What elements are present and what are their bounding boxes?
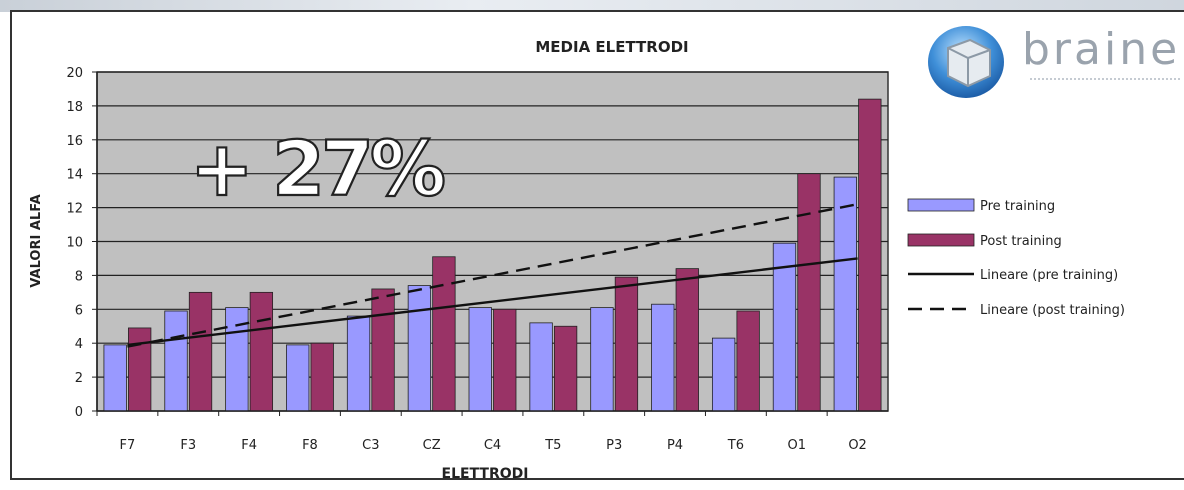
bar-pre-t6 <box>711 337 736 412</box>
x-tick-label: T6 <box>727 438 744 453</box>
bar-post-t5 <box>553 325 578 412</box>
legend-label-1: Post training <box>980 234 1062 249</box>
bar-pre-p3 <box>590 307 614 412</box>
x-tick-label: CZ <box>423 438 441 453</box>
bar-post-c3 <box>371 288 395 412</box>
legend-label-0: Pre training <box>980 199 1055 214</box>
bar-pre-o2 <box>833 176 857 412</box>
x-tick-label: T5 <box>544 438 561 453</box>
y-tick-label: 4 <box>75 337 83 352</box>
x-tick-label: C4 <box>484 438 501 453</box>
legend-swatch-1 <box>907 233 975 247</box>
x-tick-label: C3 <box>362 438 379 453</box>
x-axis-label: ELETTRODI <box>442 466 529 482</box>
y-tick-label: 10 <box>66 236 83 251</box>
y-tick-label: 12 <box>66 202 83 217</box>
trendlines <box>127 203 858 348</box>
x-tick-label: O2 <box>848 438 867 453</box>
trendline-post <box>127 203 858 348</box>
y-axis-ticks: 0 2 4 6 8 10 12 14 16 18 20 <box>66 66 888 420</box>
y-axis-label: VALORI ALFA <box>29 194 44 287</box>
bar-post-o1 <box>797 173 821 412</box>
y-tick-label: 14 <box>66 168 83 183</box>
x-tick-label: O1 <box>787 438 806 453</box>
legend-swatch-0 <box>907 198 975 212</box>
y-tick-label: 16 <box>66 134 83 149</box>
x-tick-label: F3 <box>180 438 196 453</box>
top-bar <box>0 0 1184 12</box>
legend-label-3: Lineare (post training) <box>980 303 1125 318</box>
bar-post-f8 <box>310 342 334 412</box>
brand-logo <box>918 18 1184 108</box>
bar-post-cz <box>432 256 456 412</box>
y-tick-label: 0 <box>75 405 83 420</box>
percent-annotation: + 27% <box>190 124 444 213</box>
y-tick-label: 8 <box>75 269 83 284</box>
x-tick-label: F4 <box>241 438 257 453</box>
bar-post-f7 <box>128 327 152 412</box>
bar-post-o2 <box>858 98 882 412</box>
x-tick-label: F7 <box>120 438 136 453</box>
bar-pre-p4 <box>651 303 675 412</box>
bar-pre-c4 <box>468 307 492 412</box>
y-tick-label: 2 <box>75 371 83 386</box>
bar-post-p3 <box>614 276 639 412</box>
bar-pre-t5 <box>529 322 553 412</box>
bar-pre-f8 <box>286 344 310 412</box>
x-tick-label: F8 <box>302 438 318 453</box>
trendline-pre <box>127 257 858 347</box>
bar-post-f4 <box>249 291 274 412</box>
bar-post-t6 <box>736 310 760 412</box>
bar-post-f3 <box>188 291 213 412</box>
chart-title: MEDIA ELETTRODI <box>535 38 688 56</box>
bar-post-c4 <box>493 308 517 412</box>
bar-pre-f7 <box>103 344 127 412</box>
legend: Pre training Post training Lineare (pre tr… <box>907 198 1125 318</box>
legend-label-2: Lineare (pre training) <box>980 268 1118 283</box>
bars <box>103 98 882 412</box>
x-tick-label: P4 <box>667 438 683 453</box>
brand-tagline-line <box>1030 78 1180 84</box>
x-tick-label: P3 <box>606 438 622 453</box>
brain-cube-icon <box>928 26 1004 98</box>
y-tick-label: 20 <box>66 66 83 81</box>
y-tick-label: 18 <box>66 100 83 115</box>
brand-name: brainer <box>1022 24 1184 75</box>
y-tick-label: 6 <box>75 303 83 318</box>
bar-pre-f3 <box>164 310 188 412</box>
bar-pre-cz <box>407 285 432 412</box>
x-axis-ticks: F7 F3 F4 F8 C3 CZ C4 T5 P3 P4 T6 O1 O2 <box>96 411 867 453</box>
bar-post-p4 <box>675 268 699 412</box>
bar-pre-c3 <box>346 315 371 412</box>
